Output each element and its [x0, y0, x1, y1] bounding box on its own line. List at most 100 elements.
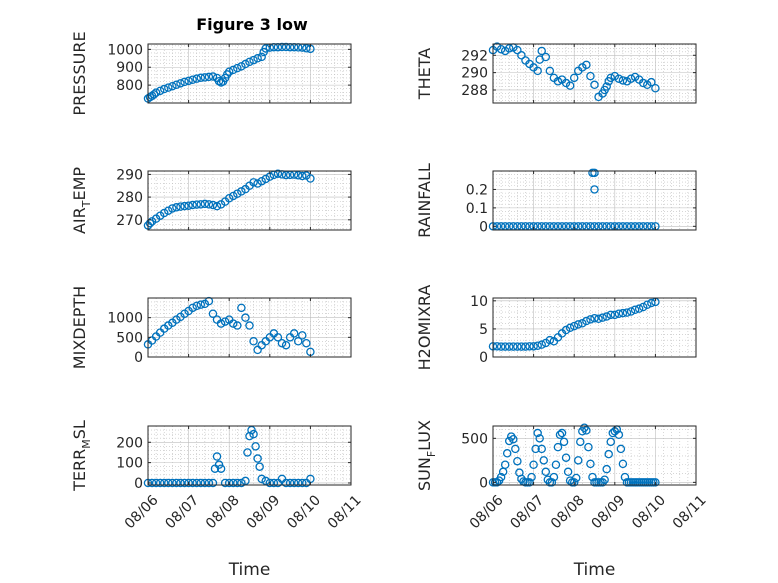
data-point	[253, 179, 262, 188]
data-point	[651, 84, 660, 93]
axes-frame	[492, 425, 697, 486]
data-point	[561, 325, 571, 335]
data-point	[559, 437, 569, 447]
data-point	[545, 66, 555, 76]
x-tick-label: 08/09	[244, 492, 284, 532]
data-point	[502, 449, 512, 458]
y-axis-label: H2OMIXRA	[415, 285, 434, 371]
y-axis-label: THETA	[415, 48, 434, 100]
data-point	[293, 171, 303, 180]
plot-area	[148, 171, 351, 230]
data-point	[565, 323, 575, 333]
subplot-h2omixra: 0 5 10 H2OMIXRA	[415, 285, 697, 371]
data-point	[606, 73, 615, 83]
data-point	[535, 434, 544, 443]
x-axis-label: Time	[573, 560, 616, 580]
data-point	[618, 459, 628, 469]
y-axis-label: PRESSURE	[70, 31, 89, 115]
data-point	[208, 200, 218, 210]
data-point	[600, 475, 609, 484]
data-point	[151, 478, 161, 488]
data-point	[500, 342, 510, 351]
data-point	[261, 44, 270, 53]
data-point	[159, 478, 169, 488]
data-point	[582, 316, 591, 326]
data-point	[224, 67, 234, 76]
data-point	[237, 62, 246, 71]
data-point	[306, 174, 315, 183]
data-point	[569, 478, 579, 487]
data-point	[208, 478, 218, 488]
data-point	[517, 51, 526, 60]
data-point	[204, 72, 214, 82]
data-point	[192, 301, 201, 311]
y-tick-label: 290	[461, 66, 488, 82]
data-point	[176, 478, 185, 488]
data-point	[574, 456, 583, 465]
data-point	[241, 313, 250, 322]
data-point	[214, 460, 224, 469]
y-tick-label: 100	[116, 456, 143, 472]
y-tick-label: 10	[470, 294, 488, 310]
data-point	[196, 300, 206, 309]
data-point	[529, 342, 538, 351]
data-point	[273, 333, 283, 342]
data-point	[541, 52, 551, 62]
data-point	[582, 60, 591, 70]
data-point	[196, 73, 206, 83]
y-tick-label: 0	[134, 476, 143, 492]
data-point	[229, 65, 238, 75]
data-point	[200, 199, 210, 209]
data-point	[620, 472, 630, 482]
data-point	[277, 338, 287, 348]
data-point	[245, 321, 254, 330]
axes-frame	[147, 297, 352, 358]
data-point	[149, 90, 159, 99]
x-tick-label: 08/06	[122, 492, 162, 532]
data-point	[590, 80, 599, 90]
axes-frame	[147, 43, 352, 104]
data-point	[537, 340, 546, 349]
subplot-rainfall: 0 0.1 0.2 RAINFALL	[415, 163, 697, 238]
data-point	[504, 44, 514, 53]
y-tick-label: 0	[479, 475, 488, 491]
data-point	[281, 340, 291, 350]
y-tick-label: 0	[479, 350, 488, 366]
plot-area	[493, 426, 696, 485]
data-point	[533, 341, 542, 351]
data-point	[602, 464, 611, 474]
data-point	[302, 338, 311, 348]
data-point	[176, 79, 185, 88]
data-point	[229, 191, 238, 201]
data-point	[496, 342, 506, 351]
plot-area	[493, 298, 696, 357]
figure-title: Figure 3 low	[196, 15, 308, 34]
data-point	[168, 81, 177, 91]
data-point	[634, 304, 644, 313]
y-axis-label: TERRMSL	[70, 420, 93, 492]
data-point	[233, 478, 242, 488]
data-point	[257, 176, 266, 186]
data-point	[496, 44, 506, 54]
data-point	[511, 444, 520, 454]
data-point	[164, 83, 173, 92]
data-point	[616, 444, 626, 454]
data-point	[184, 76, 193, 86]
data-point	[237, 303, 246, 313]
data-point	[200, 73, 210, 82]
data-point	[281, 42, 291, 52]
data-point	[302, 44, 311, 53]
data-point	[638, 78, 648, 88]
y-tick-label: 800	[116, 78, 143, 94]
subplot-terr-msl: 0 100 200 08/06 08/07 08/08 08/09 08/10 08/11 Tim…	[70, 420, 365, 580]
x-tick-label: 08/11	[670, 492, 710, 532]
subplot-mixdepth: 0 500 1000 MIXDEPTH	[70, 286, 352, 369]
data-point	[233, 63, 242, 73]
data-point	[525, 342, 534, 351]
plot-area	[148, 298, 351, 357]
data-point	[253, 454, 262, 463]
y-tick-label: 1000	[107, 311, 143, 327]
data-point	[545, 335, 555, 345]
data-point	[638, 302, 648, 312]
